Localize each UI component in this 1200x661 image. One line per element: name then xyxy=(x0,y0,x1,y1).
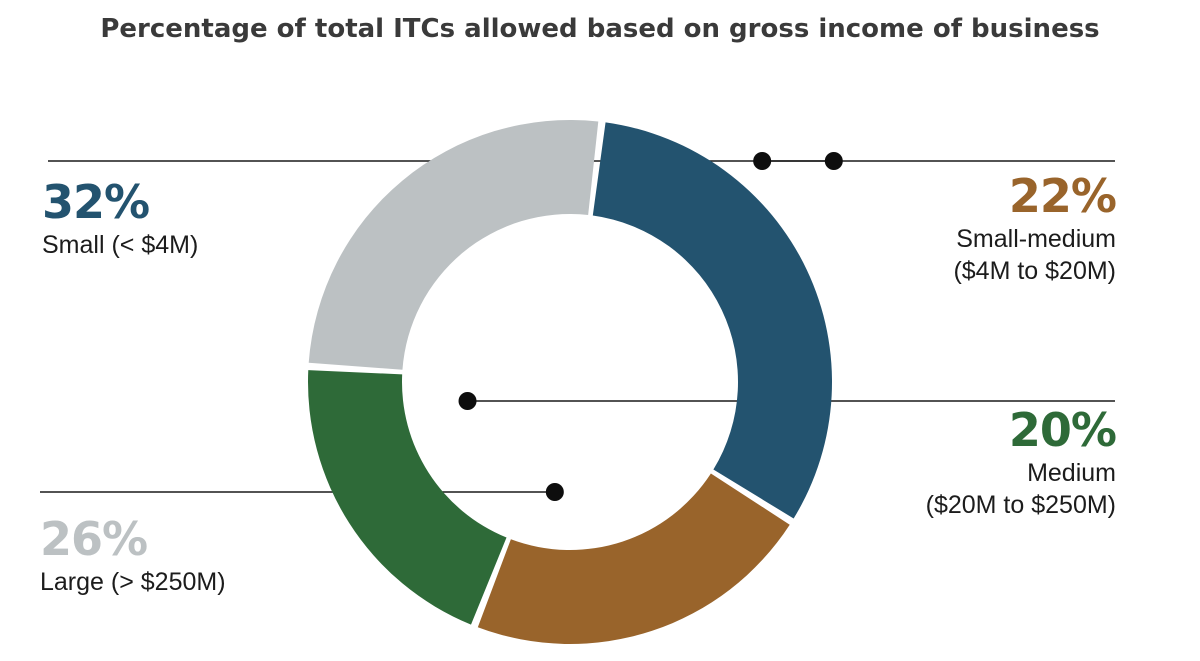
label-small-medium: 22% Small-medium ($4M to $20M) xyxy=(953,169,1117,288)
desc-medium: Medium xyxy=(1027,458,1116,487)
pct-label-large: 26% xyxy=(40,512,148,566)
leader-dots xyxy=(458,152,843,501)
leader-dot-small xyxy=(824,152,843,170)
slice-large xyxy=(308,120,599,370)
slice-smallmed xyxy=(477,473,790,644)
label-large: 26% Large (> $250M) xyxy=(40,513,226,598)
slice-medium xyxy=(307,370,507,625)
desc-large: Large (> $250M) xyxy=(40,567,226,596)
label-medium: 20% Medium ($20M to $250M) xyxy=(925,403,1117,522)
pct-label-medium: 20% xyxy=(1008,403,1117,457)
desc-small: Small (< $4M) xyxy=(42,230,199,259)
subdesc-small-medium: ($4M to $20M) xyxy=(953,257,1116,286)
donut-slices xyxy=(307,120,832,644)
pct-label-small-medium: 22% xyxy=(1008,169,1117,223)
leader-dot-smallmed xyxy=(753,152,772,170)
pct-label-small: 32% xyxy=(42,175,150,229)
chart-title: Percentage of total ITCs allowed based o… xyxy=(100,14,1100,44)
subdesc-medium: ($20M to $250M) xyxy=(925,491,1116,520)
slice-small xyxy=(592,122,832,519)
leader-dot-medium xyxy=(458,392,477,410)
label-small: 32% Small (< $4M) xyxy=(42,176,198,261)
desc-small-medium: Small-medium xyxy=(956,224,1116,253)
leader-dot-large xyxy=(545,483,564,501)
